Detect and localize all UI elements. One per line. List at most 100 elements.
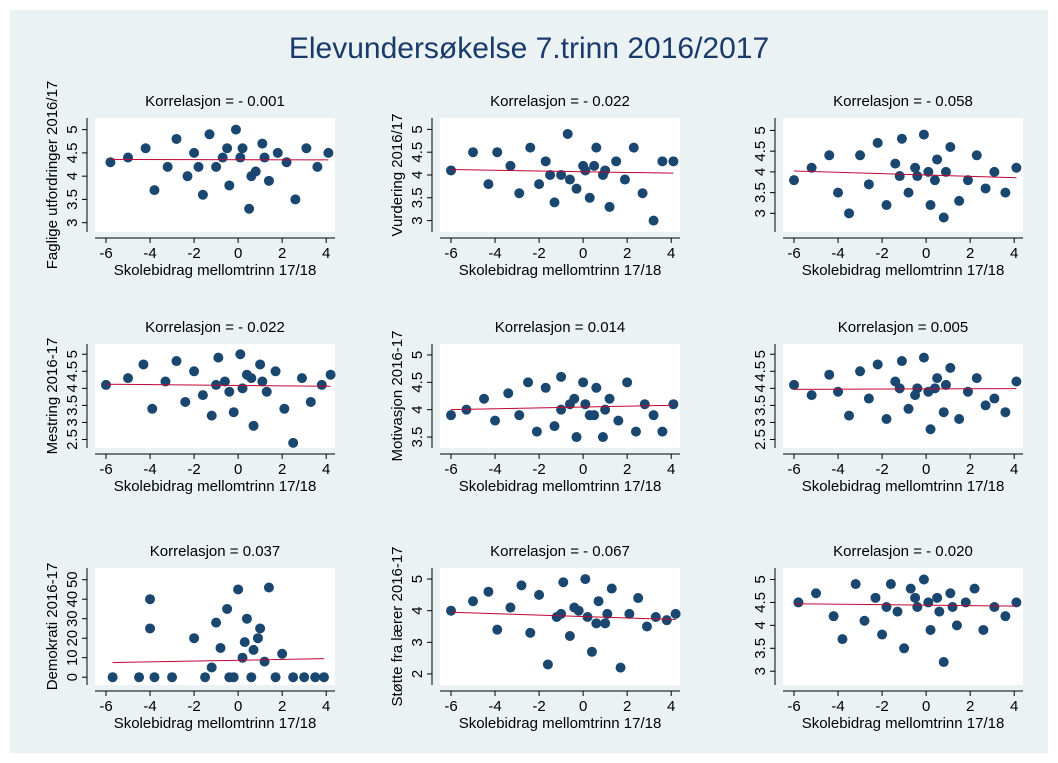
panel-title: Korrelasjon = - 0.067 [490,543,630,560]
panel-title: Korrelasjon = - 0.058 [833,93,973,110]
scatter-point [1000,611,1011,622]
scatter-point [468,596,479,607]
x-tick-label: -6 [99,245,112,262]
scatter-point [200,672,211,683]
x-tick-label: -2 [187,245,200,262]
scatter-point [971,373,982,384]
scatter-point [219,376,230,387]
scatter-point [556,608,567,619]
scatter-point [301,143,312,154]
chart-title: Elevundersøkelse 7.trinn 2016/2017 [289,32,769,65]
scatter-point [912,171,923,182]
scatter-point [872,137,883,148]
scatter-point [896,133,907,144]
x-tick-label: -4 [831,245,844,262]
scatter-point [197,189,208,200]
y-tick-label: 5 [64,350,81,358]
scatter-point [523,377,534,388]
x-axis-label: Skolebidrag mellomtrinn 17/18 [114,715,317,732]
scatter-point [138,359,149,370]
scatter-point [246,171,257,182]
scatter-point [101,379,112,390]
scatter-point [863,393,874,404]
x-tick-label: 4 [1010,245,1018,262]
x-tick-label: 4 [1010,698,1018,715]
scatter-point [239,637,250,648]
scatter-point [230,124,241,135]
scatter-point [910,592,921,603]
scatter-point [211,161,222,172]
scatter-point [837,634,848,645]
scatter-point [833,386,844,397]
scatter-point [954,414,965,425]
scatter-point [542,659,553,670]
scatter-point [929,383,940,394]
scatter-point [182,171,193,182]
y-tick-label: 30 [64,610,81,627]
scatter-point [549,421,560,432]
x-tick-label: -2 [875,461,888,478]
scatter-point [193,161,204,172]
scatter-point [140,143,151,154]
scatter-point [252,633,263,644]
y-tick-label: 10 [64,649,81,666]
x-tick-label: 0 [579,461,587,478]
scatter-point [657,156,668,167]
x-tick-label: 4 [322,698,330,715]
y-tick-label: 4 [752,168,769,176]
x-tick-label: 4 [322,461,330,478]
scatter-point [578,377,589,388]
x-tick-label: 4 [667,461,675,478]
scatter-point [938,657,949,668]
scatter-point [281,157,292,168]
scatter-point [811,588,822,599]
scatter-point [789,175,800,186]
scatter-point [211,617,222,628]
scatter-point [534,589,545,600]
scatter-point [237,143,248,154]
scatter-point [189,633,200,644]
scatter-point [564,630,575,641]
scatter-point [894,383,905,394]
scatter-point [545,170,556,180]
scatter-point [483,179,494,190]
fit-line [794,603,1017,607]
x-tick-label: -4 [143,698,156,715]
x-tick-label: -4 [488,698,501,715]
scatter-point [246,373,257,384]
y-tick-label: 5 [409,351,426,359]
x-tick-label: -6 [787,698,800,715]
scatter-point [899,643,910,654]
scatter-point [534,179,545,190]
x-tick-label: -2 [532,245,545,262]
scatter-point [881,200,892,211]
y-axis-label: Vurdering 2016/17 [389,114,406,237]
x-tick-label: 0 [234,698,242,715]
x-tick-label: 0 [922,461,930,478]
scatter-point [290,194,301,205]
scatter-point [569,602,580,613]
scatter-point [257,138,268,149]
scatter-point [288,437,299,448]
x-tick-label: 2 [623,245,631,262]
scatter-point [1011,162,1022,173]
scatter-point [793,597,804,608]
scatter-point [145,623,156,634]
scatter-point [222,143,233,154]
scatter-point [969,583,980,594]
y-tick-label: 3 [752,667,769,675]
y-tick-label: 5 [409,575,426,583]
scatter-point [145,594,156,605]
x-tick-label: -6 [444,461,457,478]
scatter-point [855,150,866,161]
x-tick-label: -4 [831,698,844,715]
scatter-point [1000,407,1011,418]
scatter-point [648,215,659,226]
scatter-point [479,393,490,404]
y-axis-label: Motivasjon 2016-17 [389,331,406,462]
scatter-point [855,366,866,377]
scatter-point [971,150,982,161]
scatter-point [318,672,329,683]
scatter-point [571,183,582,194]
scatter-point [217,152,228,163]
